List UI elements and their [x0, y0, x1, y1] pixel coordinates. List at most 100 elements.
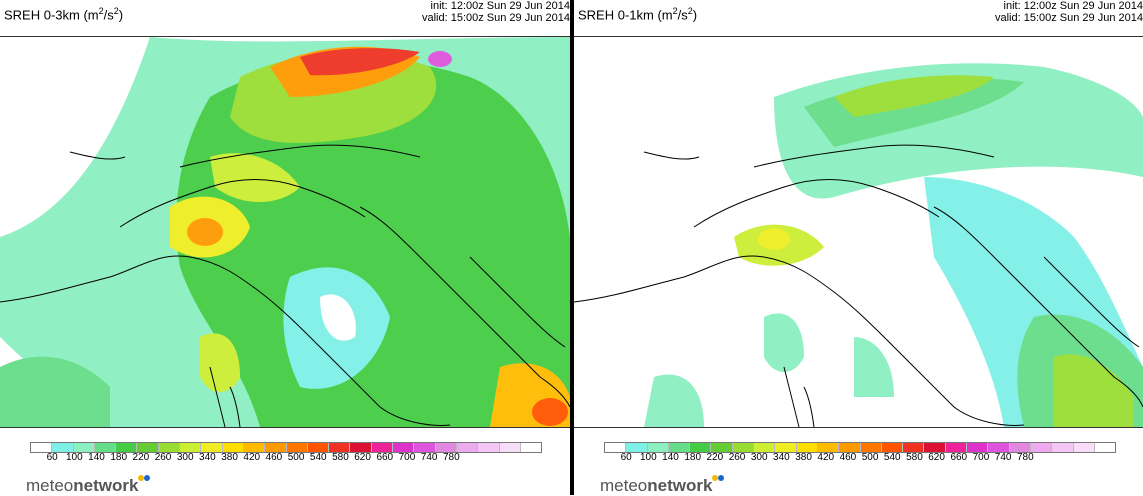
- colorbar-ticks: 60 100 140 180 220 260 300 340 380 420 460 500 540 58…: [30, 452, 540, 464]
- colorbar-swatch: [307, 443, 330, 452]
- colorbar-swatch: [775, 443, 797, 452]
- colorbar-swatch: [499, 443, 521, 452]
- colorbar-tick-label: 500: [861, 452, 879, 463]
- colorbar-swatch: [839, 443, 861, 452]
- colorbar-tick-label: 420: [817, 452, 835, 463]
- colorbar-swatch: [414, 443, 436, 452]
- colorbar-tick-label: 380: [221, 452, 238, 463]
- panel-divider: [570, 0, 574, 495]
- map-area: [574, 36, 1143, 428]
- colorbar-swatch: [286, 443, 308, 452]
- colorbar-tick-label: 180: [684, 452, 702, 463]
- meteonetwork-logo: meteonetwork: [26, 475, 151, 496]
- colorbar-tick-label: 420: [243, 452, 261, 463]
- map-panel-0-3km: SREH 0-3km (m2/s2) init: 12:00z Sun 29 J…: [0, 0, 570, 495]
- colorbar-tick-label: 580: [906, 452, 923, 463]
- valid-time: valid: 15:00z Sun 29 Jun 2014: [421, 12, 570, 24]
- colorbar-swatch: [967, 443, 989, 452]
- colorbar-tick-label: 340: [773, 452, 790, 463]
- colorbar-tick-label: 780: [1016, 452, 1034, 463]
- shading: [0, 37, 570, 427]
- colorbar-tick-label: 300: [750, 452, 768, 463]
- colorbar-ticks: 60 100 140 180 220 260 300 340 380 420 460 500 540 58…: [604, 452, 1114, 464]
- sreh-map: [574, 37, 1143, 427]
- colorbar: [604, 442, 1116, 453]
- sreh-map: [0, 37, 570, 427]
- meteonetwork-logo: meteonetwork: [600, 475, 725, 496]
- logo-dot-yellow: [712, 475, 719, 481]
- colorbar-tick-label: 60: [620, 452, 632, 463]
- map-area: [0, 36, 570, 428]
- colorbar-swatch: [711, 443, 733, 452]
- colorbar-swatch: [329, 443, 351, 452]
- init-time: init: 12:00z Sun 29 Jun 2014: [430, 0, 570, 12]
- colorbar-tick-label: 620: [354, 452, 371, 463]
- colorbar-tick-label: 220: [706, 452, 724, 463]
- colorbar-swatch: [903, 443, 925, 452]
- colorbar-swatch: [31, 443, 53, 452]
- colorbar-swatch: [817, 443, 840, 452]
- colorbar-swatch: [350, 443, 372, 452]
- colorbar-swatch: [371, 443, 394, 452]
- colorbar-swatch: [201, 443, 223, 452]
- colorbar-swatch: [265, 443, 287, 452]
- colorbar-tick-label: 620: [928, 452, 945, 463]
- colorbar-tick-label: 540: [883, 452, 901, 463]
- colorbar-tick-label: 660: [950, 452, 968, 463]
- colorbar-swatch: [754, 443, 776, 452]
- colorbar-swatch: [222, 443, 244, 452]
- colorbar-swatch: [116, 443, 138, 452]
- colorbar-swatch: [520, 443, 542, 452]
- colorbar-swatch: [137, 443, 159, 452]
- valid-time: valid: 15:00z Sun 29 Jun 2014: [994, 12, 1143, 24]
- colorbar-tick-label: 500: [287, 452, 305, 463]
- colorbar-tick-label: 140: [88, 452, 105, 463]
- init-time: init: 12:00z Sun 29 Jun 2014: [1003, 0, 1143, 12]
- colorbar-tick-label: 540: [309, 452, 327, 463]
- colorbar-tick-label: 100: [66, 452, 83, 463]
- colorbar-tick-label: 700: [972, 452, 990, 463]
- colorbar-swatch: [881, 443, 904, 452]
- colorbar-swatch: [945, 443, 968, 452]
- colorbar-swatch: [860, 443, 882, 452]
- colorbar-swatch: [796, 443, 818, 452]
- colorbar-swatch: [243, 443, 266, 452]
- colorbar-swatch: [1030, 443, 1053, 452]
- colorbar-tick-label: 740: [994, 452, 1012, 463]
- colorbar-swatch: [94, 443, 117, 452]
- run-times: init: 12:00z Sun 29 Jun 2014 valid: 15:0…: [422, 0, 570, 24]
- colorbar-swatch: [924, 443, 946, 452]
- colorbar-swatch: [1052, 443, 1074, 452]
- colorbar-tick-label: 460: [265, 452, 283, 463]
- panel-title: SREH 0-3km (m2/s2): [4, 6, 124, 23]
- colorbar-swatch: [605, 443, 627, 452]
- map-panel-0-1km: SREH 0-1km (m2/s2) init: 12:00z Sun 29 J…: [574, 0, 1143, 495]
- shading: [574, 37, 1143, 427]
- colorbar-swatch: [158, 443, 181, 452]
- colorbar-tick-label: 700: [398, 452, 416, 463]
- colorbar-swatch: [732, 443, 755, 452]
- colorbar-tick-label: 260: [154, 452, 172, 463]
- colorbar-swatch: [988, 443, 1010, 452]
- logo-dot-blue: [144, 475, 151, 481]
- coastlines: [574, 144, 1143, 427]
- colorbar-swatch: [52, 443, 74, 452]
- colorbar-tick-label: 780: [442, 452, 460, 463]
- colorbar-tick-label: 260: [728, 452, 746, 463]
- colorbar-tick-label: 220: [132, 452, 150, 463]
- colorbar-tick-label: 60: [46, 452, 58, 463]
- colorbar-swatch: [690, 443, 712, 452]
- colorbar-swatch: [626, 443, 648, 452]
- colorbar-swatch: [1094, 443, 1116, 452]
- panel-title: SREH 0-1km (m2/s2): [578, 6, 698, 23]
- colorbar: [30, 442, 542, 453]
- colorbar-swatch: [1009, 443, 1031, 452]
- colorbar-swatch: [435, 443, 457, 452]
- colorbar-tick-label: 460: [839, 452, 857, 463]
- colorbar-swatch: [647, 443, 669, 452]
- run-times: init: 12:00z Sun 29 Jun 2014 valid: 15:0…: [995, 0, 1143, 24]
- colorbar-swatch: [668, 443, 691, 452]
- colorbar-tick-label: 340: [199, 452, 216, 463]
- colorbar-swatch: [1073, 443, 1095, 452]
- coastlines: [0, 144, 570, 427]
